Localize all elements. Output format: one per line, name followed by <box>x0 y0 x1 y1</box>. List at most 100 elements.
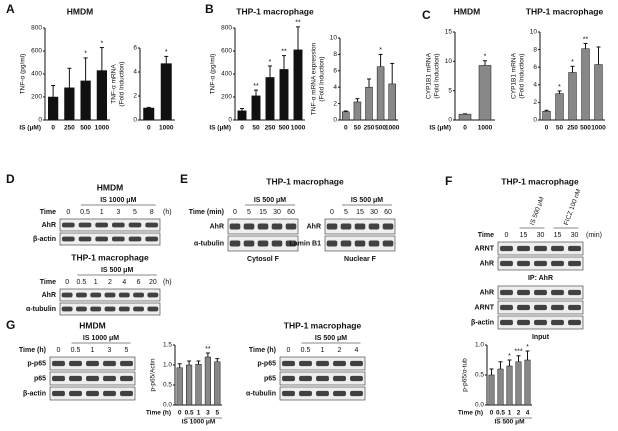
panel-label: F <box>445 174 452 188</box>
band <box>517 260 530 267</box>
bar <box>581 48 590 121</box>
treatment-label: IS 1000 μM <box>100 197 136 204</box>
x-tick-label: 0 <box>147 125 151 132</box>
band <box>62 236 75 242</box>
band <box>229 240 241 247</box>
x-axis-label: IS (μM) <box>19 125 41 132</box>
x-tick-label: 1000 <box>291 125 306 132</box>
x-axis-sublabel: IS 500 μM <box>495 419 525 426</box>
y-axis-label: (Fold Induction) <box>434 53 441 98</box>
x-axis-label: Time (h) <box>458 410 483 417</box>
y-axis-label: CYP1B1 mRNA <box>426 52 433 99</box>
panel-label: C <box>422 8 431 22</box>
lane-label: 3 <box>108 347 112 354</box>
lane-label: 0.5 <box>77 279 87 286</box>
y-tick-label: 2 <box>333 100 337 107</box>
x-tick-label: 500 <box>580 125 591 132</box>
band <box>340 223 352 230</box>
significance: * <box>508 353 511 360</box>
x-tick-label: 2 <box>517 410 521 417</box>
treatment-label: IS 1000 μM <box>83 335 119 342</box>
bar <box>478 65 492 121</box>
blot-footer: Nuclear F <box>344 256 377 263</box>
x-tick-label: 3 <box>206 410 210 417</box>
bar <box>214 361 221 406</box>
band <box>282 360 295 367</box>
band <box>257 240 269 247</box>
lane-label: 1 <box>100 209 104 216</box>
x-tick-label: 1000 <box>95 125 110 132</box>
band <box>326 223 338 230</box>
lane-label: 0.5 <box>71 347 81 354</box>
band <box>534 289 547 296</box>
time-unit: (h) <box>163 279 172 286</box>
bar <box>160 63 172 121</box>
band <box>52 390 65 397</box>
significance: ** <box>295 20 301 27</box>
chart-title: HMDM <box>454 6 480 16</box>
chart-title: THP-1 macrophage <box>526 6 604 16</box>
blot-footer: Cytosol F <box>247 256 280 263</box>
bar <box>594 64 603 121</box>
row-label: p65 <box>34 375 46 382</box>
x-tick-label: 0.5 <box>185 410 194 417</box>
time-label: Time (min) <box>189 209 224 216</box>
y-axis-label: p-p65/Actin <box>150 358 157 391</box>
band <box>86 375 99 382</box>
band <box>534 319 547 326</box>
bar <box>497 368 504 406</box>
band <box>78 236 92 242</box>
band <box>368 223 380 230</box>
band <box>61 292 73 298</box>
band <box>112 222 125 228</box>
row-label: p-p65 <box>257 360 276 367</box>
significance: * <box>484 54 487 61</box>
band <box>299 360 312 367</box>
y-tick-label: 6 <box>133 45 137 52</box>
band <box>534 304 547 311</box>
significance: *** <box>514 349 522 356</box>
band <box>118 292 130 298</box>
bar <box>48 96 59 121</box>
x-tick-label: 500 <box>80 125 91 132</box>
band <box>316 390 329 397</box>
lane-label: 0 <box>287 347 291 354</box>
y-tick-label: 800 <box>221 25 232 32</box>
lane-label: 15 <box>356 209 364 216</box>
x-axis-sublabel: IS 1000 μM <box>182 419 216 426</box>
y-tick-label: 600 <box>221 48 232 55</box>
time-label: Time <box>478 232 494 239</box>
band <box>76 306 87 312</box>
band <box>52 375 65 382</box>
band <box>104 306 116 312</box>
x-tick-label: 250 <box>364 125 375 132</box>
row-label: β-actin <box>23 390 46 397</box>
bar <box>542 110 551 121</box>
bar <box>279 69 289 121</box>
x-tick-label: 5 <box>215 410 219 417</box>
band <box>271 240 283 247</box>
y-tick-label: 8 <box>533 46 537 53</box>
bar <box>195 363 202 406</box>
row-label: ARNT <box>475 245 495 252</box>
band <box>120 375 133 382</box>
y-tick-label: 4 <box>133 69 137 76</box>
lane-label: 0 <box>65 279 69 286</box>
significance: * <box>571 59 574 66</box>
lane-label: 2 <box>338 347 342 354</box>
band <box>350 360 363 367</box>
x-tick-label: 0 <box>344 125 348 132</box>
lane-label: 20 <box>149 279 157 286</box>
band <box>517 245 530 252</box>
y-tick-label: 2 <box>533 99 537 106</box>
significance: ** <box>205 346 211 353</box>
y-tick-label: 0 <box>448 117 452 124</box>
y-tick-label: 600 <box>31 48 42 55</box>
treatment-label: FICZ 100 nM <box>563 188 583 226</box>
x-tick-label: 0.5 <box>496 410 505 417</box>
band <box>350 390 363 397</box>
band <box>120 360 133 367</box>
y-tick-label: 10 <box>445 58 453 65</box>
band <box>52 360 65 367</box>
x-tick-label: 250 <box>567 125 578 132</box>
